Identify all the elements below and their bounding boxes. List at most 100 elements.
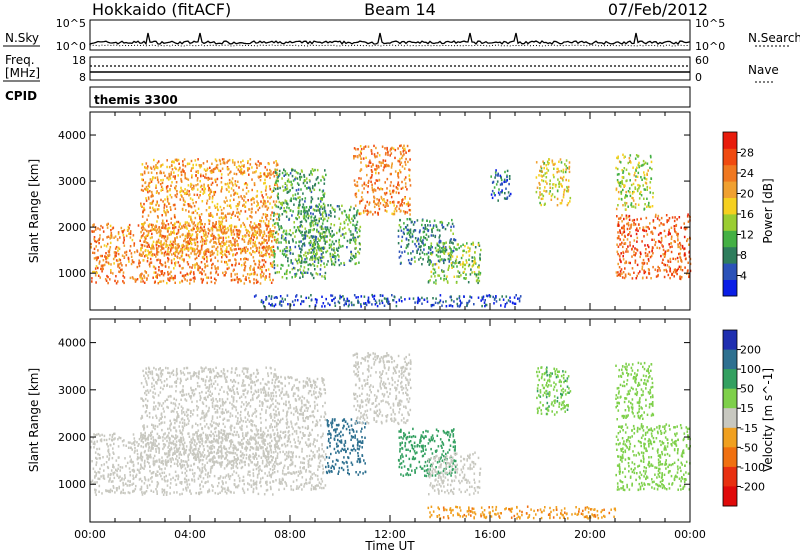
- range-cell: [326, 219, 329, 223]
- range-cell: [392, 189, 394, 193]
- range-cell: [224, 274, 226, 277]
- range-cell: [243, 269, 246, 272]
- range-cell: [399, 226, 402, 229]
- range-cell: [163, 252, 166, 255]
- range-cell: [389, 192, 392, 196]
- range-cell: [234, 244, 236, 247]
- range-cell: [201, 279, 204, 283]
- range-cell: [144, 181, 146, 185]
- range-cell: [126, 228, 129, 232]
- range-cell: [627, 224, 630, 227]
- range-cell: [559, 176, 562, 179]
- range-cell: [237, 484, 240, 487]
- range-cell: [158, 241, 161, 244]
- range-cell: [285, 200, 288, 203]
- range-cell: [352, 215, 355, 218]
- range-cell: [206, 264, 209, 267]
- range-cell: [120, 226, 123, 230]
- range-cell: [429, 224, 432, 227]
- range-cell: [209, 188, 212, 192]
- range-cell: [400, 152, 402, 156]
- range-cell: [325, 250, 327, 254]
- range-cell: [319, 239, 321, 242]
- range-cell: [193, 276, 196, 279]
- range-cell: [494, 194, 496, 197]
- range-cell: [183, 258, 185, 261]
- range-cell: [477, 243, 480, 246]
- range-cell: [149, 166, 152, 169]
- range-cell: [381, 145, 384, 148]
- range-cell: [212, 432, 214, 436]
- range-cell: [203, 225, 205, 229]
- range-cell: [622, 153, 624, 156]
- range-cell: [644, 270, 647, 274]
- range-cell: [276, 176, 279, 179]
- range-cell: [500, 304, 502, 307]
- range-cell: [544, 172, 547, 175]
- range-cell: [622, 176, 625, 179]
- range-cell: [277, 223, 279, 226]
- range-cell: [338, 230, 341, 233]
- range-cell: [322, 215, 324, 218]
- range-cell: [184, 176, 187, 180]
- power-x-axis: [89, 112, 691, 310]
- range-cell: [196, 177, 199, 180]
- range-cell: [623, 242, 626, 245]
- range-cell: [205, 242, 207, 245]
- range-cell: [233, 163, 236, 166]
- range-cell: [334, 296, 336, 299]
- range-cell: [235, 228, 238, 232]
- range-cell: [355, 254, 357, 257]
- range-cell: [205, 173, 207, 176]
- range-cell: [206, 168, 208, 172]
- range-cell: [143, 170, 146, 173]
- range-cell: [312, 185, 314, 188]
- range-cell: [224, 270, 227, 274]
- range-cell: [478, 264, 480, 267]
- range-cell: [154, 280, 156, 283]
- range-cell: [143, 171, 146, 175]
- range-cell: [280, 267, 282, 270]
- range-cell: [249, 242, 252, 245]
- range-cell: [366, 213, 369, 216]
- range-cell: [266, 196, 269, 199]
- range-cell: [191, 468, 194, 472]
- range-cell: [674, 257, 677, 261]
- range-cell: [451, 251, 453, 254]
- range-cell: [132, 234, 135, 237]
- range-cell: [561, 177, 564, 180]
- range-cell: [305, 296, 307, 300]
- range-cell: [230, 216, 232, 219]
- range-cell: [505, 180, 507, 183]
- range-cell: [311, 273, 314, 276]
- range-cell: [503, 178, 506, 181]
- range-cell: [212, 237, 215, 241]
- range-cell: [329, 233, 332, 236]
- range-cell: [220, 248, 223, 251]
- range-cell: [259, 265, 262, 269]
- range-cell: [658, 240, 661, 243]
- range-cell: [679, 241, 681, 245]
- range-cell: [209, 468, 212, 471]
- range-cell: [194, 209, 197, 212]
- range-cell: [148, 230, 150, 233]
- range-cell: [335, 248, 338, 251]
- range-cell: [230, 187, 233, 190]
- range-cell: [465, 259, 468, 262]
- range-cell: [643, 162, 646, 166]
- range-cell: [99, 234, 101, 237]
- range-cell: [370, 180, 372, 183]
- range-cell: [468, 249, 471, 252]
- range-cell: [162, 235, 165, 238]
- range-cell: [175, 232, 178, 236]
- range-cell: [312, 228, 314, 232]
- range-cell: [200, 277, 203, 281]
- range-cell: [294, 267, 296, 270]
- range-cell: [145, 241, 148, 244]
- range-cell: [270, 173, 272, 176]
- range-cell: [370, 176, 373, 179]
- range-cell: [407, 252, 409, 255]
- range-cell: [318, 203, 321, 206]
- range-cell: [267, 239, 270, 242]
- noise-right-tick-top: 10^5: [695, 17, 725, 30]
